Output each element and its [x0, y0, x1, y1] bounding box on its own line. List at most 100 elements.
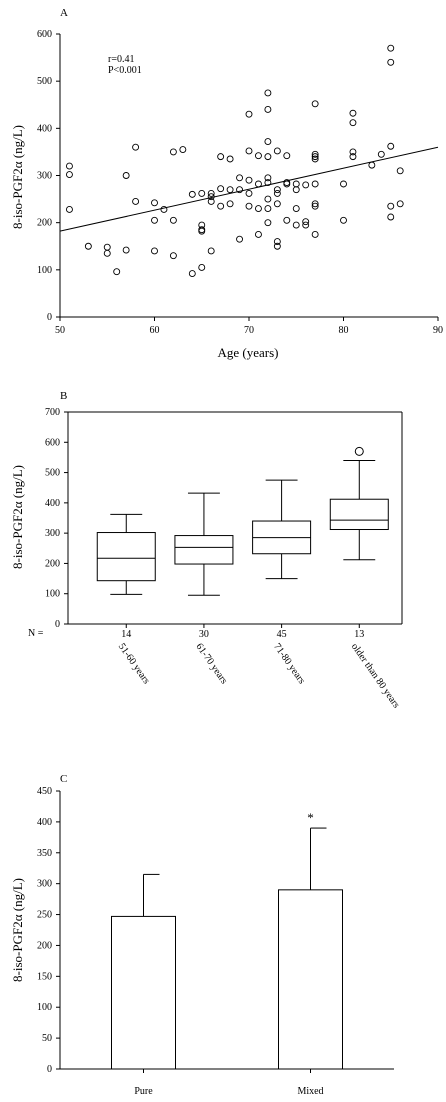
panel-b-n-value: 14: [121, 629, 131, 640]
panel-a-y-tick-label: 500: [37, 76, 52, 87]
panel-b-y-tick-label: 500: [45, 468, 60, 479]
panel-a-r-value: r=0.41: [108, 54, 134, 65]
panel-b-y-tick-label: 100: [45, 589, 60, 600]
panel-b-category-label: 71-80 years: [271, 641, 307, 686]
panel-c-y-tick-label: 350: [37, 848, 52, 859]
panel-a-y-tick-label: 600: [37, 29, 52, 40]
scatter-point: [236, 235, 244, 243]
panel-c-y-tick-label: 450: [37, 786, 52, 797]
scatter-point: [387, 58, 395, 66]
panel-b-label: B: [60, 390, 67, 402]
scatter-point: [292, 205, 300, 212]
panel-b-box-plot: B 8-iso-PGF2α (ng/L) N = 0 100 200 300 400 50…: [10, 390, 403, 710]
scatter-point: [377, 150, 385, 158]
panel-c-y-tick-label: 400: [37, 817, 52, 828]
scatter-point: [169, 252, 177, 260]
scatter-point: [387, 202, 395, 210]
panel-b-y-tick-label: 200: [45, 558, 60, 569]
scatter-point: [255, 231, 262, 238]
scatter-point: [264, 174, 272, 182]
panel-c-y-tick-label: 50: [42, 1033, 52, 1044]
scatter-point: [264, 106, 272, 113]
scatter-point: [217, 153, 225, 161]
scatter-point: [188, 190, 196, 198]
scatter-point: [217, 202, 225, 210]
scatter-point: [226, 155, 234, 163]
panel-c-bar-chart: C 8-iso-PGF2α (ng/L) 0 50 100 150 200 250 300 3…: [10, 773, 394, 1097]
panel-c-category-label: Mixed: [297, 1086, 323, 1097]
scatter-point: [283, 152, 291, 160]
scatter-point: [302, 181, 310, 189]
panel-c-y-label: 8-iso-PGF2α (ng/L): [10, 878, 25, 982]
scatter-point: [292, 186, 300, 194]
scatter-point: [311, 153, 319, 161]
scatter-point: [65, 162, 73, 170]
scatter-point: [160, 206, 168, 213]
box-outlier: [354, 446, 364, 456]
bar: [278, 889, 343, 1070]
panel-b-n-value: 45: [277, 629, 287, 640]
scatter-point: [179, 146, 187, 154]
scatter-point: [302, 221, 310, 229]
scatter-point: [245, 202, 253, 210]
panel-a-x-tick-label: 60: [150, 325, 160, 336]
scatter-point: [245, 189, 253, 197]
scatter-point: [226, 200, 234, 208]
scatter-point: [302, 218, 310, 226]
scatter-point: [387, 213, 395, 221]
panel-a-y-tick-label: 400: [37, 123, 52, 134]
scatter-point: [151, 199, 158, 207]
scatter-point: [198, 189, 206, 197]
panel-b-category-label: older than 80 years: [349, 641, 402, 710]
panel-b-y-tick-label: 600: [45, 437, 60, 448]
panel-c-ticks: 0 50 100 150 200 250 300 350 400 450: [37, 786, 60, 1075]
scatter-point: [255, 180, 262, 188]
scatter-point: [273, 189, 281, 197]
panel-c-y-tick-label: 200: [37, 940, 52, 951]
scatter-point: [273, 186, 281, 194]
scatter-point: [273, 242, 281, 250]
panel-a-x-tick-label: 50: [55, 325, 65, 336]
scatter-point: [311, 231, 319, 238]
scatter-point: [273, 200, 281, 208]
scatter-point: [84, 242, 92, 250]
scatter-point: [226, 186, 234, 194]
scatter-point: [396, 200, 404, 208]
panel-c-y-tick-label: 0: [47, 1064, 52, 1075]
panel-a-y-tick-label: 300: [37, 171, 52, 182]
panel-a-y-tick-label: 100: [37, 265, 52, 276]
panel-b-y-tick-label: 300: [45, 528, 60, 539]
scatter-point: [122, 246, 130, 254]
panel-c-label: C: [60, 773, 67, 785]
panel-b-y-tick-label: 700: [45, 407, 60, 418]
scatter-point: [255, 152, 262, 160]
scatter-point: [207, 247, 215, 255]
scatter-point: [151, 247, 158, 255]
panel-c-y-tick-label: 100: [37, 1002, 52, 1013]
scatter-point: [264, 89, 272, 97]
scatter-point: [273, 238, 281, 245]
scatter-point: [292, 221, 300, 229]
scatter-point: [311, 150, 319, 158]
scatter-point: [217, 185, 225, 193]
panel-b-category-label: 61-70 years: [193, 641, 229, 686]
significance-marker: *: [307, 810, 314, 825]
scatter-point: [264, 205, 272, 212]
scatter-point: [103, 249, 111, 257]
scatter-point: [349, 119, 357, 127]
box-iqr: [329, 498, 389, 531]
box-iqr: [96, 532, 156, 582]
scatter-point: [349, 109, 357, 117]
panel-c-y-tick-label: 150: [37, 971, 52, 982]
panel-b-y-tick-label: 0: [55, 619, 60, 630]
scatter-point: [264, 153, 272, 161]
panel-a-label: A: [60, 7, 68, 19]
scatter-point: [273, 147, 281, 155]
panel-b-n-label: N =: [28, 628, 44, 639]
panel-c-y-tick-label: 300: [37, 879, 52, 890]
panel-a-regression-line: [59, 146, 439, 232]
panel-b-category-label: 51-60 years: [116, 641, 152, 686]
scatter-point: [292, 180, 300, 188]
scatter-point: [396, 167, 404, 175]
